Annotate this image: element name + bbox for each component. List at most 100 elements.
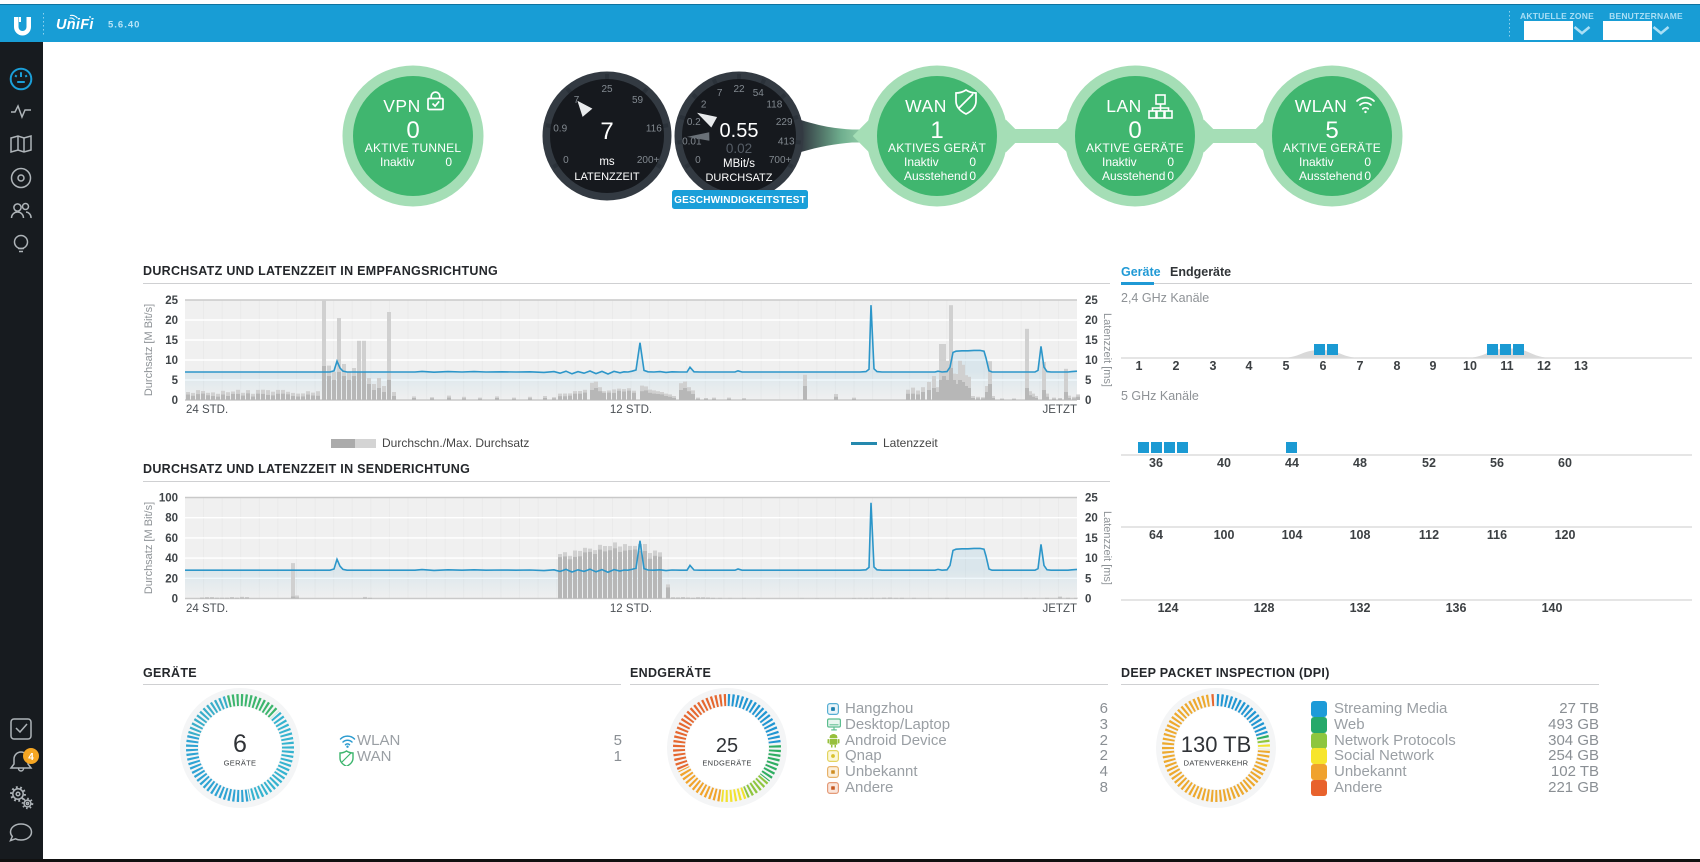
- svg-text:UniFi: UniFi: [56, 17, 94, 33]
- svg-text:0: 0: [1167, 169, 1174, 183]
- svg-text:0: 0: [563, 155, 569, 166]
- svg-text:48: 48: [1353, 456, 1367, 470]
- svg-text:116: 116: [646, 123, 662, 134]
- svg-text:5: 5: [1085, 375, 1092, 387]
- svg-text:229: 229: [776, 117, 793, 128]
- svg-text:DURCHSATZ: DURCHSATZ: [705, 172, 772, 184]
- svg-text:40: 40: [1217, 456, 1231, 470]
- svg-text:136: 136: [1446, 601, 1467, 615]
- svg-text:13: 13: [1574, 359, 1588, 373]
- svg-text:56: 56: [1490, 456, 1504, 470]
- svg-text:6: 6: [233, 730, 247, 758]
- svg-text:700+: 700+: [769, 155, 792, 166]
- svg-text:130 TB: 130 TB: [1181, 732, 1252, 757]
- svg-text:10: 10: [1085, 355, 1098, 367]
- svg-text:5: 5: [1085, 573, 1092, 585]
- svg-text:AKTUELLE ZONE: AKTUELLE ZONE: [1520, 11, 1594, 21]
- svg-text:40: 40: [165, 553, 178, 565]
- svg-text:60: 60: [165, 533, 178, 545]
- svg-text:15: 15: [165, 335, 178, 347]
- svg-text:0: 0: [1364, 169, 1371, 183]
- svg-text:0: 0: [969, 169, 976, 183]
- svg-text:7: 7: [600, 118, 613, 145]
- svg-text:0.2: 0.2: [687, 117, 701, 128]
- svg-text:5: 5: [1325, 117, 1338, 144]
- svg-text:0: 0: [1085, 594, 1091, 606]
- svg-text:Durchsatz [M Bit/s]: Durchsatz [M Bit/s]: [143, 502, 155, 594]
- svg-text:8: 8: [1394, 359, 1401, 373]
- svg-text:10: 10: [1463, 359, 1477, 373]
- svg-text:DATENVERKEHR: DATENVERKEHR: [1184, 759, 1249, 768]
- svg-text:25: 25: [1085, 295, 1098, 307]
- svg-text:5.6.40: 5.6.40: [108, 20, 140, 31]
- svg-text:112: 112: [1419, 528, 1439, 542]
- svg-text:22: 22: [733, 84, 745, 95]
- svg-text:108: 108: [1350, 528, 1371, 542]
- svg-text:Durchschn./Max. Durchsatz: Durchschn./Max. Durchsatz: [382, 436, 529, 450]
- svg-text:0: 0: [1364, 155, 1371, 169]
- svg-text:AKTIVE GERÄTE: AKTIVE GERÄTE: [1086, 141, 1184, 155]
- svg-text:9: 9: [1430, 359, 1437, 373]
- svg-text:0: 0: [1167, 155, 1174, 169]
- svg-text:Inaktiv: Inaktiv: [904, 155, 939, 169]
- svg-text:MBit/s: MBit/s: [723, 158, 755, 170]
- svg-text:25: 25: [165, 295, 178, 307]
- svg-text:44: 44: [1285, 456, 1299, 470]
- svg-text:120: 120: [1555, 528, 1576, 542]
- svg-text:36: 36: [1149, 456, 1163, 470]
- svg-text:0: 0: [172, 395, 178, 407]
- svg-text:20: 20: [1085, 315, 1098, 327]
- svg-text:200+: 200+: [637, 155, 660, 166]
- svg-text:Latenzzeit [ms]: Latenzzeit [ms]: [1101, 313, 1113, 387]
- svg-text:Ausstehend: Ausstehend: [1299, 169, 1362, 183]
- svg-text:20: 20: [165, 573, 178, 585]
- svg-text:0: 0: [172, 594, 178, 606]
- svg-text:7: 7: [717, 88, 723, 99]
- svg-text:12 STD.: 12 STD.: [610, 404, 652, 416]
- svg-text:0: 0: [445, 155, 452, 169]
- svg-text:2: 2: [701, 100, 707, 111]
- svg-text:0: 0: [969, 155, 976, 169]
- svg-text:52: 52: [1422, 456, 1436, 470]
- svg-text:54: 54: [753, 88, 765, 99]
- svg-text:0.02: 0.02: [726, 141, 752, 156]
- svg-text:7: 7: [1357, 359, 1364, 373]
- svg-text:128: 128: [1254, 601, 1275, 615]
- svg-text:Inaktiv: Inaktiv: [1299, 155, 1334, 169]
- svg-text:60: 60: [1558, 456, 1572, 470]
- svg-text:12: 12: [1537, 359, 1551, 373]
- svg-text:LAN: LAN: [1106, 96, 1142, 116]
- svg-text:116: 116: [1487, 528, 1507, 542]
- svg-text:0: 0: [695, 155, 701, 166]
- svg-text:GESCHWINDIGKEITSTEST: GESCHWINDIGKEITSTEST: [674, 195, 806, 206]
- svg-text:0.55: 0.55: [720, 120, 759, 142]
- svg-text:0.01: 0.01: [682, 137, 702, 148]
- svg-text:25: 25: [601, 84, 613, 95]
- svg-text:JETZT: JETZT: [1043, 603, 1078, 615]
- svg-text:20: 20: [165, 315, 178, 327]
- svg-text:Latenzzeit: Latenzzeit: [883, 436, 938, 450]
- svg-text:1: 1: [930, 117, 943, 144]
- svg-text:0: 0: [406, 117, 419, 144]
- svg-text:0: 0: [1085, 395, 1091, 407]
- svg-text:4: 4: [28, 752, 34, 763]
- svg-text:25: 25: [716, 735, 738, 757]
- svg-text:124: 124: [1158, 601, 1179, 615]
- svg-text:5: 5: [172, 375, 179, 387]
- svg-text:80: 80: [165, 513, 178, 525]
- svg-text:24 STD.: 24 STD.: [186, 404, 228, 416]
- svg-text:25: 25: [1085, 493, 1098, 505]
- svg-text:WAN: WAN: [905, 96, 947, 116]
- svg-text:104: 104: [1282, 528, 1303, 542]
- svg-text:AKTIVES GERÄT: AKTIVES GERÄT: [888, 141, 986, 155]
- svg-text:5: 5: [1283, 359, 1290, 373]
- svg-text:20: 20: [1085, 513, 1098, 525]
- svg-text:10: 10: [1085, 553, 1098, 565]
- svg-text:2: 2: [1173, 359, 1180, 373]
- svg-text:Durchsatz [M Bit/s]: Durchsatz [M Bit/s]: [143, 304, 155, 396]
- svg-text:JETZT: JETZT: [1043, 404, 1078, 416]
- svg-text:15: 15: [1085, 335, 1098, 347]
- svg-text:7: 7: [574, 95, 580, 106]
- svg-text:ms: ms: [599, 156, 615, 168]
- svg-text:Inaktiv: Inaktiv: [1102, 155, 1137, 169]
